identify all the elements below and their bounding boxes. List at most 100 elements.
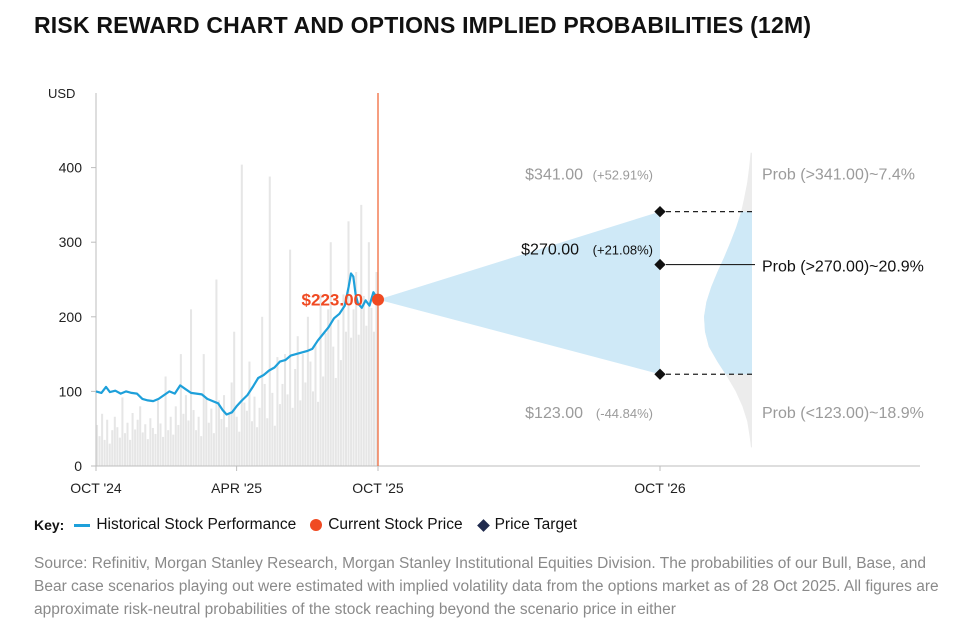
- volume-bar: [355, 272, 358, 466]
- chart-title: RISK REWARD CHART AND OPTIONS IMPLIED PR…: [34, 12, 812, 38]
- volume-bar: [101, 413, 104, 466]
- volume-bar: [202, 354, 205, 466]
- legend-title: Key:: [34, 517, 65, 533]
- scenario-change-label: (+52.91%): [593, 168, 653, 183]
- volume-bar: [184, 395, 187, 466]
- volume-bar: [113, 416, 116, 466]
- scenario-labels: $223.00 $341.00 (+52.91%) Prob (>341.00)~7.…: [302, 167, 924, 423]
- volume-bar: [347, 221, 350, 466]
- volume-bar: [301, 354, 304, 466]
- scenario-probability-label: Prob (>341.00)~7.4%: [762, 167, 915, 184]
- legend-item-target: Price Target: [476, 516, 578, 534]
- volume-bar: [98, 436, 101, 466]
- legend-item-current: Current Stock Price: [310, 516, 463, 534]
- volume-bar: [360, 204, 363, 466]
- volume-bar: [314, 345, 317, 466]
- volume-bar: [197, 416, 200, 466]
- scenario-price-label: $270.00: [521, 242, 579, 259]
- volume-bar: [339, 360, 342, 466]
- volume-bar: [228, 413, 231, 466]
- volume-bar: [245, 410, 248, 466]
- volume-bar: [319, 294, 322, 466]
- legend-current-label: Current Stock Price: [328, 516, 463, 533]
- volume-bar: [278, 404, 281, 466]
- volume-bar: [284, 354, 287, 466]
- volume-bar: [144, 424, 147, 466]
- scenario-probability-label: Prob (<123.00)~18.9%: [762, 405, 924, 422]
- volume-bar: [177, 424, 180, 466]
- volume-bar: [344, 331, 347, 466]
- volume-bar: [306, 316, 309, 466]
- volume-bar: [362, 295, 365, 466]
- volume-bar: [352, 309, 355, 466]
- x-tick-label: OCT '25: [352, 480, 404, 496]
- volume-bar: [263, 383, 266, 466]
- projection-cone-shape: [378, 211, 660, 375]
- distribution-core-shape: [704, 211, 752, 375]
- volume-bar: [195, 430, 198, 466]
- volume-bar: [169, 416, 172, 466]
- probability-distribution: [704, 152, 752, 448]
- volume-bar: [126, 422, 129, 466]
- legend-history-label: Historical Stock Performance: [96, 516, 297, 533]
- diamond-swatch-icon: [476, 518, 490, 532]
- scenario-change-label: (-44.84%): [596, 406, 653, 421]
- legend-target-label: Price Target: [494, 516, 578, 533]
- volume-bar: [167, 430, 170, 466]
- price-target-diamond: [654, 368, 666, 380]
- volume-bar: [106, 419, 109, 466]
- x-tick-label: OCT '24: [70, 480, 122, 496]
- volume-bar: [215, 279, 218, 466]
- volume-bar: [179, 354, 182, 466]
- volume-bar: [220, 419, 223, 466]
- y-tick-label: 300: [59, 234, 83, 250]
- volume-bar: [365, 325, 368, 466]
- volume-bar: [311, 391, 314, 466]
- x-tick-label: OCT '26: [634, 480, 686, 496]
- volume-bar: [146, 439, 149, 466]
- volume-bar: [96, 424, 99, 466]
- volume-bar: [296, 336, 299, 466]
- volume-bar: [207, 422, 210, 466]
- volume-bar: [256, 427, 259, 466]
- volume-bar: [261, 316, 264, 466]
- volume-bar: [162, 436, 165, 466]
- volume-bar: [121, 397, 124, 466]
- scenario-change-label: (+21.08%): [593, 243, 653, 258]
- scenario-price-label: $341.00: [525, 167, 583, 184]
- line-swatch-icon: [74, 523, 91, 527]
- scenario-probability-label: Prob (>270.00)~20.9%: [762, 259, 924, 276]
- volume-bar: [159, 423, 162, 466]
- volume-bar: [372, 331, 375, 466]
- volume-bar: [205, 397, 208, 466]
- volume-bar: [154, 433, 157, 466]
- volume-bar: [253, 396, 256, 466]
- volume-bar: [276, 357, 279, 466]
- volume-bar: [370, 307, 373, 466]
- volume-bar: [337, 319, 340, 466]
- dot-swatch-icon: [310, 519, 323, 531]
- volume-bar: [172, 434, 175, 466]
- volume-bar: [230, 382, 233, 466]
- scenario-marks: [372, 205, 755, 380]
- volume-bar: [289, 249, 292, 466]
- volume-bar: [223, 395, 226, 466]
- current-price-dot: [372, 293, 384, 306]
- volume-bar: [108, 443, 111, 466]
- current-price-label: $223.00: [302, 291, 363, 310]
- volume-bar: [304, 382, 307, 466]
- volume-bar: [357, 334, 360, 466]
- volume-bar: [151, 427, 154, 466]
- volume-bar: [200, 436, 203, 466]
- volume-bar: [375, 272, 378, 466]
- volume-bar: [299, 400, 302, 466]
- volume-bar: [225, 427, 228, 466]
- volume-bar: [156, 400, 159, 466]
- projection-cone: [378, 211, 660, 375]
- volume-bar: [342, 294, 345, 466]
- volume-bar: [271, 392, 274, 466]
- volume-bar: [118, 437, 121, 466]
- volume-bar: [334, 377, 337, 466]
- history-series: [95, 272, 379, 416]
- volume-bar: [233, 331, 236, 466]
